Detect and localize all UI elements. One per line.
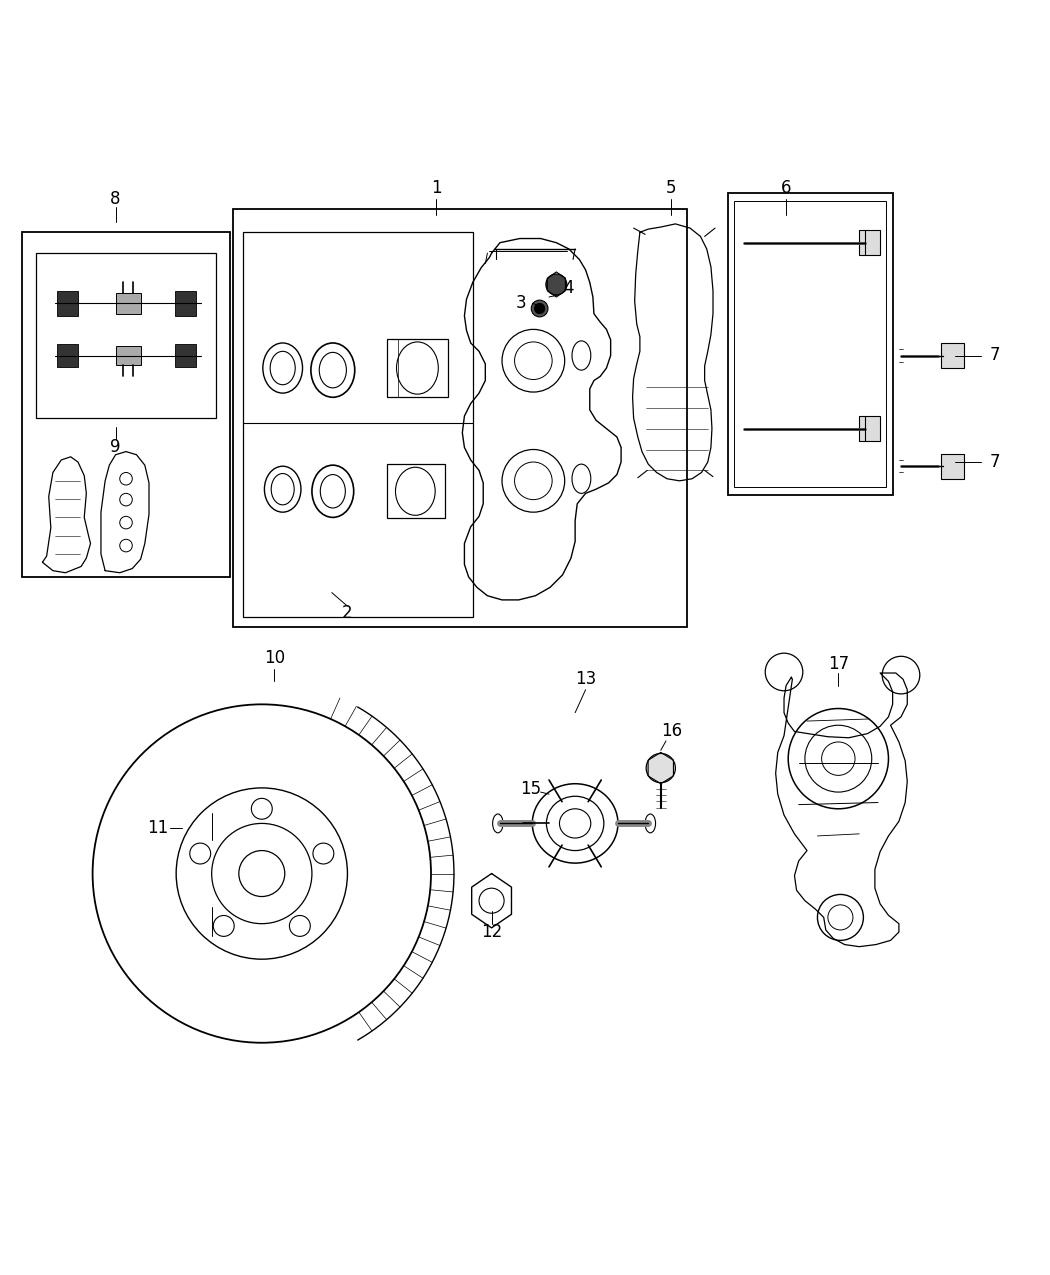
Ellipse shape bbox=[645, 813, 655, 833]
Polygon shape bbox=[57, 291, 78, 316]
Text: 17: 17 bbox=[827, 654, 848, 673]
Ellipse shape bbox=[492, 813, 503, 833]
Bar bbox=[941, 454, 964, 478]
Bar bbox=[859, 231, 880, 255]
Bar bbox=[22, 232, 230, 576]
Text: 6: 6 bbox=[781, 180, 792, 198]
Bar bbox=[941, 343, 964, 368]
Text: 10: 10 bbox=[264, 649, 285, 667]
Bar bbox=[734, 201, 886, 487]
Bar bbox=[116, 293, 141, 314]
Circle shape bbox=[646, 754, 675, 783]
Bar bbox=[387, 464, 444, 519]
Text: 15: 15 bbox=[520, 780, 541, 798]
Bar bbox=[116, 346, 141, 365]
Text: 7: 7 bbox=[990, 453, 1001, 470]
Polygon shape bbox=[175, 344, 196, 367]
Circle shape bbox=[534, 303, 545, 314]
Text: 7: 7 bbox=[990, 347, 1001, 365]
Text: 3: 3 bbox=[516, 295, 526, 312]
Text: 4: 4 bbox=[564, 279, 574, 297]
Text: 1: 1 bbox=[430, 180, 442, 198]
Text: 9: 9 bbox=[110, 439, 121, 456]
Text: 8: 8 bbox=[110, 190, 121, 208]
Polygon shape bbox=[175, 291, 196, 316]
Circle shape bbox=[546, 274, 567, 295]
Bar bbox=[728, 193, 892, 496]
Text: 13: 13 bbox=[575, 671, 596, 688]
Bar bbox=[387, 339, 447, 398]
Text: 5: 5 bbox=[666, 180, 676, 198]
Bar bbox=[232, 209, 687, 627]
Bar bbox=[36, 254, 216, 418]
Bar bbox=[243, 232, 472, 617]
Text: 16: 16 bbox=[660, 723, 681, 741]
Text: 11: 11 bbox=[147, 819, 168, 836]
Text: 2: 2 bbox=[342, 604, 353, 622]
Bar bbox=[859, 416, 880, 441]
Circle shape bbox=[531, 300, 548, 317]
Text: 12: 12 bbox=[481, 923, 502, 941]
Polygon shape bbox=[57, 344, 78, 367]
